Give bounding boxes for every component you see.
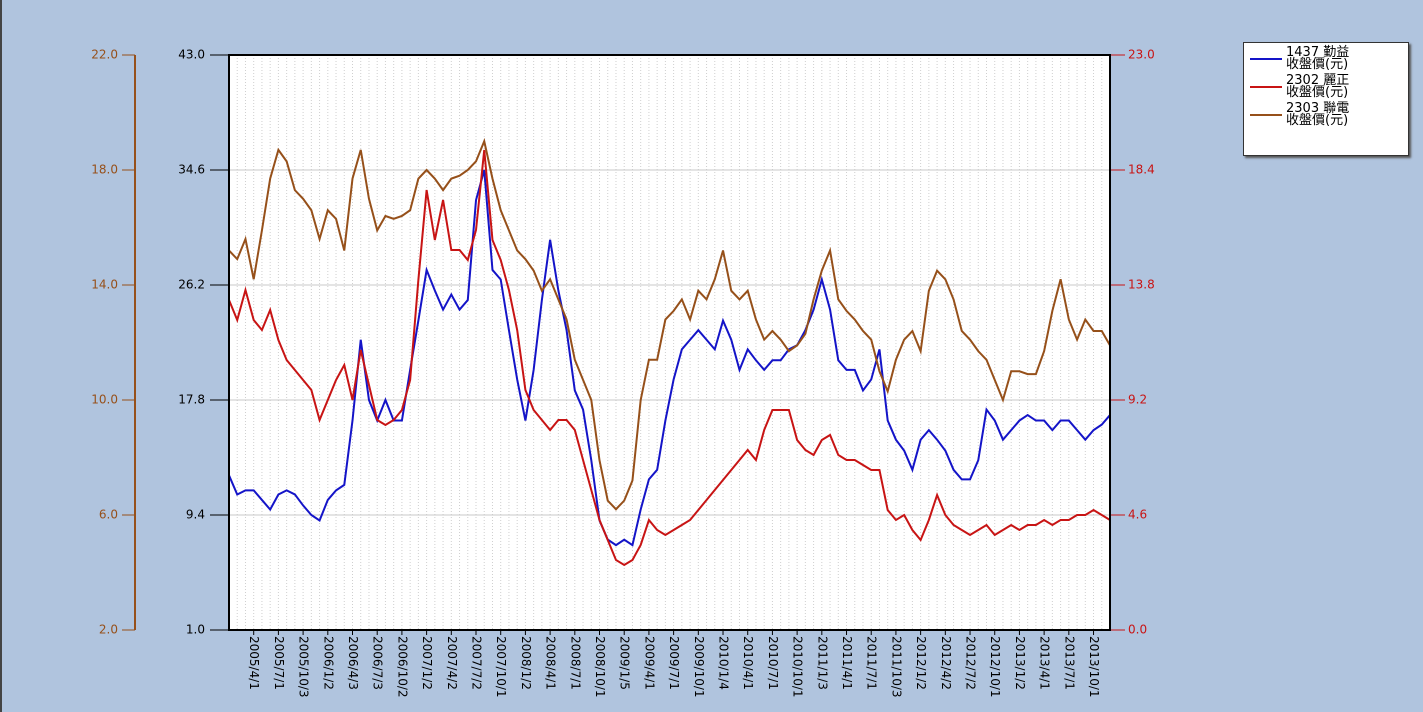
- x-tick-label: 2010/7/1: [766, 636, 780, 690]
- y3-tick-label: 14.0: [91, 278, 118, 292]
- y3-tick-label: 10.0: [91, 393, 118, 407]
- x-tick-label: 2007/1/2: [420, 636, 434, 690]
- y3-tick-label: 22.0: [91, 48, 118, 62]
- y3-tick-label: 6.0: [99, 508, 118, 522]
- y-tick-label: 17.8: [178, 393, 205, 407]
- x-tick-label: 2007/10/1: [494, 636, 508, 698]
- x-tick-label: 2006/4/3: [346, 636, 360, 690]
- series-line: [228, 137, 1111, 511]
- x-tick-label: 2012/10/1: [988, 636, 1002, 698]
- y3-tick-label: 2.0: [99, 623, 118, 637]
- y2-tick-label: 9.2: [1128, 393, 1147, 407]
- x-tick-label: 2011/4/1: [840, 636, 854, 690]
- x-tick-label: 2008/4/1: [544, 636, 558, 690]
- x-tick-label: 2013/7/1: [1062, 636, 1076, 690]
- x-tick-label: 2008/1/2: [519, 636, 533, 690]
- x-tick-label: 2006/10/2: [395, 636, 409, 698]
- x-tick-label: 2007/4/2: [445, 636, 459, 690]
- legend-item: 1437 勤益收盤價(元): [1250, 45, 1402, 72]
- x-tick-label: 2007/7/2: [470, 636, 484, 690]
- legend-swatch: [1250, 58, 1282, 60]
- x-tick-label: 2010/10/1: [791, 636, 805, 698]
- legend-label: 1437 勤益收盤價(元): [1286, 45, 1350, 72]
- legend: 1437 勤益收盤價(元) 2302 麗正收盤價(元) 2303 聯電收盤價(元): [1243, 42, 1409, 156]
- x-tick-label: 2011/1/3: [815, 636, 829, 690]
- legend-label: 2303 聯電收盤價(元): [1286, 101, 1350, 128]
- x-tick-label: 2012/7/2: [964, 636, 978, 690]
- legend-item: 2302 麗正收盤價(元): [1250, 73, 1402, 100]
- y-tick-label: 43.0: [178, 48, 205, 62]
- x-tick-label: 2012/1/2: [914, 636, 928, 690]
- y-tick-label: 9.4: [186, 508, 205, 522]
- x-tick-label: 2008/10/1: [593, 636, 607, 698]
- legend-swatch: [1250, 86, 1282, 88]
- plot-frame: [228, 54, 1111, 631]
- x-tick-label: 2009/10/1: [692, 636, 706, 698]
- x-tick-label: 2013/10/1: [1087, 636, 1101, 698]
- y2-tick-label: 18.4: [1128, 163, 1155, 177]
- x-tick-label: 2008/7/1: [568, 636, 582, 690]
- y-tick-label: 34.6: [178, 163, 205, 177]
- y-tick-label: 1.0: [186, 623, 205, 637]
- series-line: [228, 149, 1111, 567]
- legend-label: 2302 麗正收盤價(元): [1286, 73, 1350, 100]
- x-tick-label: 2005/4/1: [247, 636, 261, 690]
- y2-tick-label: 23.0: [1128, 48, 1155, 62]
- x-tick-label: 2009/4/1: [642, 636, 656, 690]
- legend-item: 2303 聯電收盤價(元): [1250, 101, 1402, 128]
- x-tick-label: 2005/7/1: [272, 636, 286, 690]
- y-tick-label: 26.2: [178, 278, 205, 292]
- x-tick-label: 2011/7/1: [865, 636, 879, 690]
- x-tick-label: 2013/4/1: [1038, 636, 1052, 690]
- x-tick-label: 2012/4/2: [939, 636, 953, 690]
- x-tick-label: 2005/10/3: [297, 636, 311, 698]
- y3-tick-label: 18.0: [91, 163, 118, 177]
- x-tick-label: 2013/1/2: [1013, 636, 1027, 690]
- legend-swatch: [1250, 114, 1282, 116]
- x-tick-label: 2009/1/5: [618, 636, 632, 690]
- y2-tick-label: 13.8: [1128, 278, 1155, 292]
- x-tick-label: 2006/1/2: [321, 636, 335, 690]
- y2-tick-label: 4.6: [1128, 508, 1147, 522]
- x-tick-label: 2009/7/1: [667, 636, 681, 690]
- x-tick-label: 2010/1/4: [717, 636, 731, 690]
- x-tick-label: 2010/4/1: [741, 636, 755, 690]
- x-tick-label: 2006/7/3: [371, 636, 385, 690]
- plot-area: [229, 55, 1110, 630]
- x-tick-label: 2011/10/3: [889, 636, 903, 698]
- y2-tick-label: 0.0: [1128, 623, 1147, 637]
